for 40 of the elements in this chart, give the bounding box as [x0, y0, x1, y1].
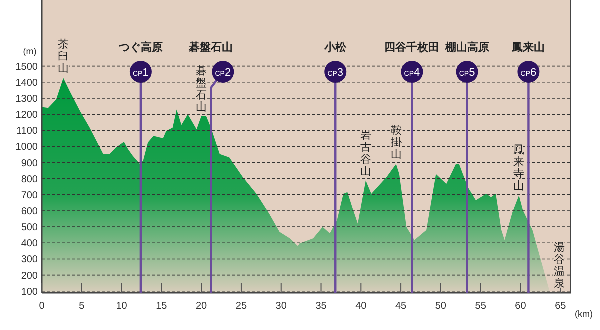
y-tick-label: 200 [21, 270, 38, 282]
annotation: 鞍掛山 [390, 124, 402, 162]
y-tick-label: 1000 [16, 142, 38, 154]
ref-line-label: 棚山高原 [444, 41, 490, 54]
x-axis-title: (km) [575, 309, 593, 319]
x-tick-label: 65 [555, 301, 567, 312]
x-tick-label: 15 [156, 301, 168, 312]
annotation: 岩古谷山 [360, 128, 372, 178]
y-tick-label: 700 [21, 190, 38, 202]
x-tick-label: 40 [356, 301, 368, 312]
x-tick-label: 20 [196, 301, 208, 312]
ref-line-label: 鳳来山 [511, 41, 546, 54]
x-tick-label: 30 [276, 301, 288, 312]
y-tick-label: 300 [21, 254, 38, 266]
x-tick-label: 0 [39, 301, 46, 312]
y-tick-label: 1300 [16, 94, 38, 105]
x-tick-label: 55 [475, 301, 487, 312]
x-tick-label: 60 [515, 301, 527, 312]
y-tick-label: 800 [21, 174, 38, 186]
y-tick-label: 100 [21, 286, 38, 298]
ref-line-label: 四谷千枚田 [384, 41, 440, 54]
annotation: 茶臼山 [58, 38, 70, 76]
y-tick-label: 1200 [16, 110, 38, 122]
y-tick-label: 600 [21, 206, 38, 218]
x-tick-label: 45 [395, 301, 408, 312]
ref-line-label: 小松 [324, 41, 348, 54]
y-tick-label: 1400 [16, 78, 38, 89]
y-tick-label: 500 [21, 222, 38, 234]
y-tick-label: 1100 [16, 126, 38, 138]
x-tick-label: 5 [79, 301, 86, 312]
y-tick-label: 400 [21, 238, 38, 250]
y-tick-label: 1500 [16, 62, 38, 73]
y-axis-title: (m) [23, 46, 37, 56]
x-tick-label: 25 [236, 301, 248, 312]
ref-line-label: つぐ高原 [118, 41, 163, 54]
y-tick-label: 900 [21, 158, 38, 170]
x-tick-label: 50 [435, 301, 447, 312]
ref-line-label: 碁盤石山 [188, 41, 234, 54]
x-tick-label: 10 [116, 301, 128, 312]
x-tick-label: 35 [316, 301, 328, 312]
